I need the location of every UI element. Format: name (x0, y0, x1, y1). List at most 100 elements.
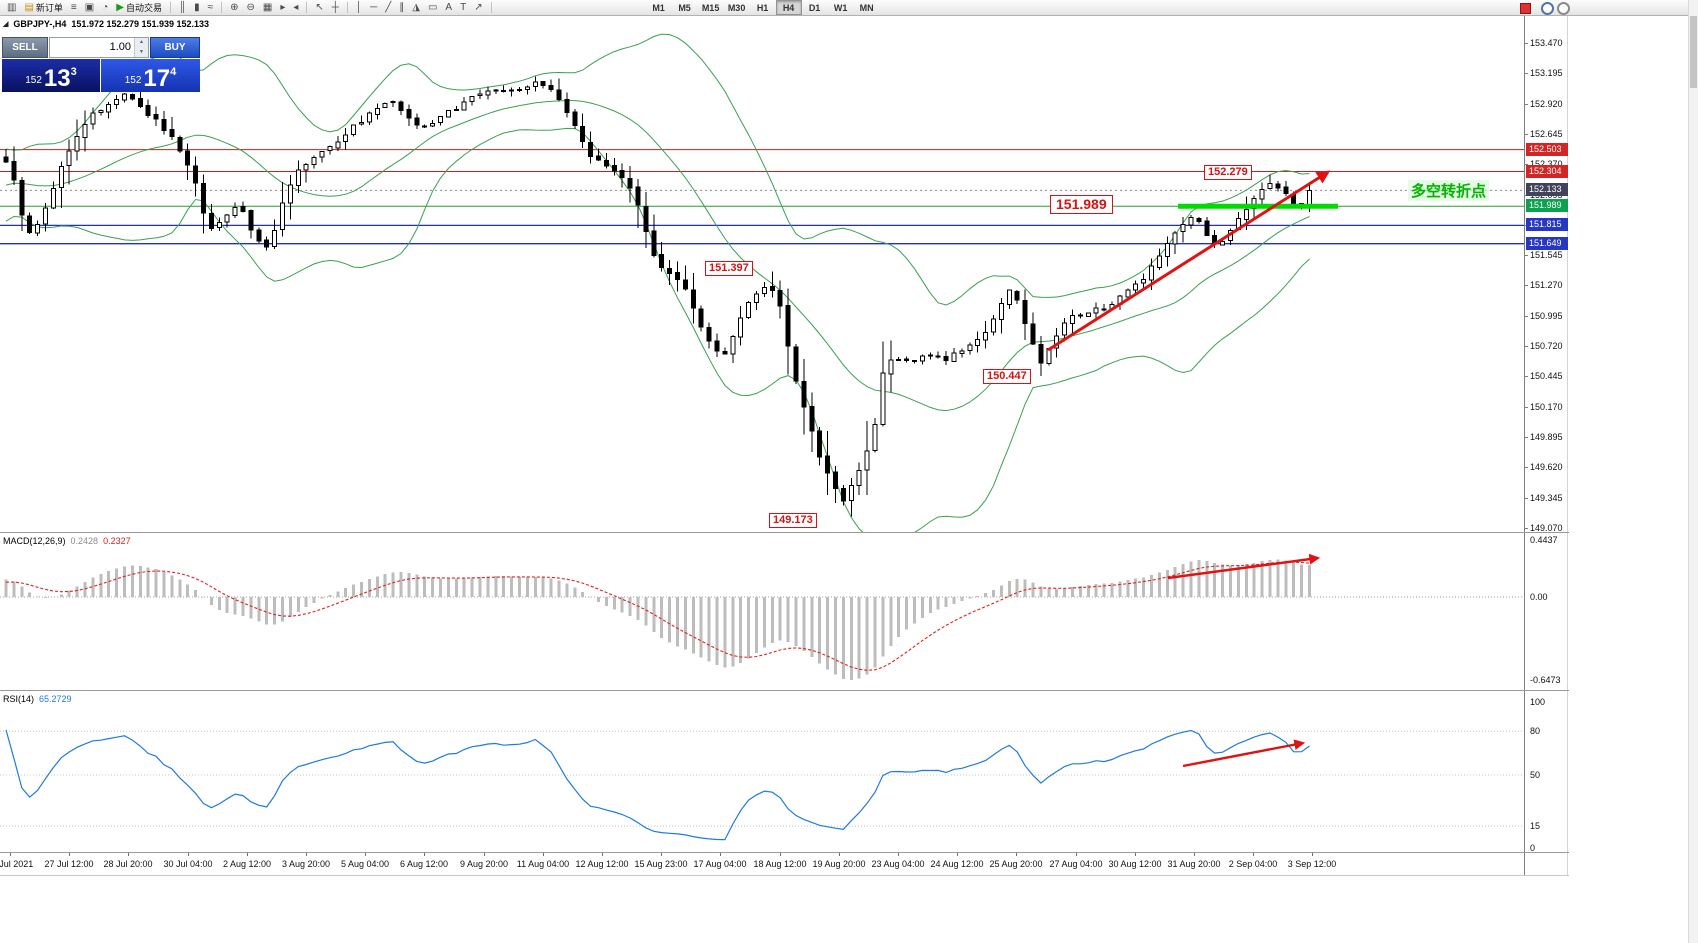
auto-scroll-icon: ▸ (280, 1, 286, 13)
text-button[interactable]: A (442, 0, 455, 16)
fibonacci-icon: ◮ (412, 1, 420, 13)
timeframe-h4[interactable]: H4 (775, 0, 802, 15)
toolbar-right-group (1518, 2, 1578, 15)
fibonacci-button[interactable]: ◮ (409, 0, 423, 16)
time-tick-mark (780, 853, 781, 856)
chart-symbol-icon: ◢ (3, 21, 9, 28)
auto-scroll-button[interactable]: ▸ (277, 0, 288, 16)
time-label: 6 Aug 12:00 (399, 859, 449, 869)
toolbar: ▥ ▤ 新订单 ≡ ▣ ◔ ▶ 自动交易 ║ ▮ ≈ ⊕ ⊖ ▦ ▸ ◂ ↖ ┼ │ ─ ╱ ∥ ◮ ▭ A T ↗ M1 M5 M15 M… (0, 0, 1698, 16)
price-tick-mark (1525, 43, 1528, 44)
price-tick-label: 153.470 (1530, 38, 1563, 48)
rsi-line (5, 729, 1310, 841)
macd-value: 0.2428 (70, 536, 99, 546)
toolbar-red-button[interactable] (1520, 3, 1531, 14)
macd-histogram (4, 559, 1311, 681)
crosshair-button[interactable]: ┼ (329, 0, 342, 16)
cursor-button[interactable]: ↖ (312, 0, 326, 16)
timeframe-m15[interactable]: M15 (701, 2, 720, 13)
symbols-button[interactable]: ▥ (4, 0, 19, 16)
timeframe-w1[interactable]: W1 (833, 2, 848, 13)
zoom-in-button[interactable]: ⊕ (227, 0, 241, 16)
indicator-scale-label: -0.6473 (1530, 675, 1561, 685)
chart-info: ◢ GBPJPY-,H4 151.972 152.279 151.939 152… (3, 19, 209, 29)
vertical-line-icon: │ (355, 1, 363, 13)
indicator-scale-label: 0 (1530, 843, 1536, 853)
price-tick-mark (1525, 134, 1528, 135)
vertical-line-button[interactable]: │ (353, 0, 365, 16)
scrollbar-thumb[interactable] (1690, 16, 1697, 88)
time-tick-mark (1194, 853, 1195, 856)
time-label: 2 Aug 12:00 (222, 859, 272, 869)
price-tick-label: 149.895 (1530, 432, 1563, 442)
new-order-button[interactable]: ▤ 新订单 (21, 0, 65, 16)
timeframe-d1[interactable]: D1 (808, 2, 821, 13)
price-callout-label[interactable]: 152.279 (1204, 165, 1252, 180)
ask-price-panel[interactable]: 152 17 4 (101, 59, 200, 92)
trendline-button[interactable]: ╱ (382, 0, 394, 16)
bid-price-panel[interactable]: 152 13 3 (2, 59, 100, 92)
label-button[interactable]: T (457, 0, 469, 16)
auto-trading-button[interactable]: ▶ 自动交易 (113, 0, 165, 16)
timeframe-m1[interactable]: M1 (652, 2, 665, 13)
price-tick-mark (1525, 498, 1528, 499)
price-tick-label: 150.720 (1530, 341, 1563, 351)
channel-button[interactable]: ∥ (396, 0, 407, 16)
price-callout-label[interactable]: 150.447 (983, 369, 1031, 384)
annotation-text[interactable]: 多空转折点 (1408, 180, 1490, 201)
price-scale[interactable]: 153.470153.195152.920152.645152.370152.0… (1524, 16, 1568, 875)
panel-splitter-macd[interactable] (0, 532, 1569, 533)
auto-trading-button-label: 自动交易 (125, 3, 162, 13)
time-tick-mark (1016, 853, 1017, 856)
panel-splitter-rsi[interactable] (0, 690, 1569, 691)
macd-panel[interactable] (0, 533, 1524, 690)
tile-windows-button[interactable]: ▦ (260, 0, 275, 16)
timeframe-mn[interactable]: MN (859, 2, 874, 13)
candlestick-chart-button[interactable]: ▮ (191, 0, 203, 16)
macd-signal-line (5, 561, 1310, 671)
arrow-tool-button[interactable]: ↗ (471, 0, 485, 16)
price-level-badge: 152.503 (1526, 143, 1568, 156)
time-tick-mark (10, 853, 11, 856)
levels-layer (0, 149, 1524, 245)
bar-chart-button[interactable]: ║ (176, 0, 189, 16)
buy-button[interactable]: BUY (150, 37, 200, 58)
timeframe-h1[interactable]: H1 (756, 2, 769, 13)
market-depth-button[interactable]: ≡ (68, 0, 80, 16)
timeframe-m30[interactable]: M30 (727, 2, 746, 13)
volume-input[interactable]: 1.00 ▲ ▼ (49, 37, 149, 58)
price-callout-label[interactable]: 149.173 (769, 513, 817, 528)
volume-value[interactable]: 1.00 (109, 41, 131, 53)
sell-button[interactable]: SELL (2, 37, 48, 58)
price-tick-mark (1525, 346, 1528, 347)
price-level-badge: 152.304 (1526, 165, 1568, 178)
window-scrollbar[interactable] (1688, 0, 1698, 943)
macd-signal-value: 0.2327 (103, 536, 131, 546)
shapes-button[interactable]: ▭ (425, 0, 440, 16)
chart-window-button[interactable]: ▣ (82, 0, 97, 16)
rsi-panel[interactable] (0, 691, 1524, 852)
line-chart-button[interactable]: ≈ (205, 0, 217, 16)
volume-stepper-down-icon[interactable]: ▼ (139, 48, 144, 55)
zoom-out-button[interactable]: ⊖ (243, 0, 257, 16)
time-tick-mark (720, 853, 721, 856)
ask-pip-digit: 4 (170, 66, 177, 78)
chart-area[interactable]: ◢ GBPJPY-,H4 151.972 152.279 151.939 152… (0, 16, 1524, 875)
time-tick-mark (69, 853, 70, 856)
price-callout-label[interactable]: 151.989 (1050, 195, 1113, 214)
alerts-button[interactable]: ◔ (99, 0, 111, 16)
timeframe-m5[interactable]: M5 (678, 2, 691, 13)
macd-title: MACD(12,26,9) (3, 536, 66, 546)
volume-stepper-up-icon[interactable]: ▲ (139, 39, 144, 45)
horizontal-line-button[interactable]: ─ (367, 0, 380, 16)
time-tick-mark (306, 853, 307, 856)
channel-icon: ∥ (399, 1, 405, 13)
one-click-trading-panel: SELL 1.00 ▲ ▼ BUY 152 13 3 152 17 4 (2, 37, 200, 92)
price-callout-label[interactable]: 151.397 (705, 261, 753, 276)
toolbar-circle-button-1[interactable] (1541, 2, 1554, 15)
price-chart[interactable] (0, 16, 1524, 533)
toolbar-circle-button-2[interactable] (1557, 2, 1570, 15)
time-axis[interactable]: 26 Jul 2021 27 Jul 12:00 28 Jul 20:00 30 Ju… (0, 853, 1524, 875)
price-tick-label: 151.545 (1530, 250, 1563, 260)
chart-shift-button[interactable]: ◂ (290, 0, 301, 16)
